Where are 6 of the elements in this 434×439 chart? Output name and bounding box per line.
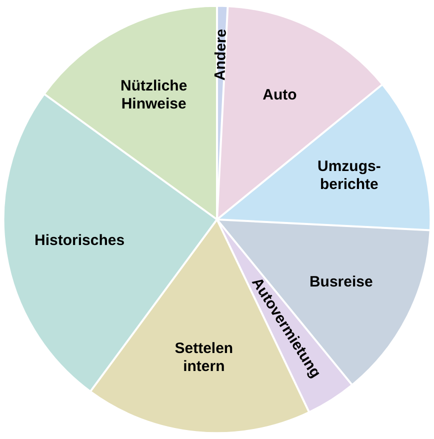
slice-label: Umzugs- berichte	[317, 158, 381, 194]
slice-label: Nützliche Hinweise	[120, 78, 188, 113]
slice-label: Auto	[262, 86, 297, 104]
slice-label: Andere	[212, 28, 230, 81]
slice-label: Historisches	[34, 232, 125, 249]
slice-label: Settelen intern	[174, 340, 234, 376]
